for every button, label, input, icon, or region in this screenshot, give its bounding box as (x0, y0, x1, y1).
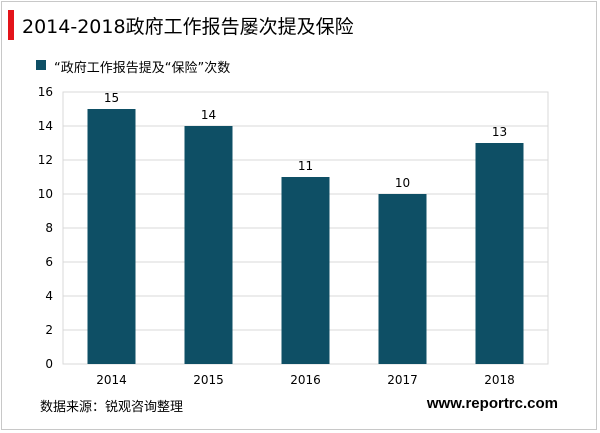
y-tick-label: 2 (45, 323, 53, 337)
data-label: 10 (395, 176, 410, 190)
data-label: 13 (492, 125, 507, 139)
data-label: 11 (298, 159, 313, 173)
x-tick-label: 2017 (387, 373, 418, 387)
y-tick-label: 12 (38, 153, 53, 167)
title-accent-bar (8, 10, 14, 40)
y-tick-label: 0 (45, 357, 53, 371)
bar (87, 109, 136, 364)
y-tick-label: 6 (45, 255, 53, 269)
x-tick-label: 2016 (290, 373, 321, 387)
y-tick-label: 16 (38, 85, 53, 99)
website-url: www.reportrc.com (426, 395, 558, 412)
bar (281, 177, 330, 364)
legend-label: “政府工作报告提及“保险”次数 (54, 61, 231, 76)
y-tick-label: 4 (45, 289, 53, 303)
source-note: 数据来源：锐观咨询整理 (40, 400, 184, 415)
x-tick-label: 2018 (484, 373, 515, 387)
bar (475, 143, 524, 364)
bar (184, 126, 233, 364)
legend-swatch (36, 60, 46, 70)
x-tick-label: 2015 (193, 373, 224, 387)
bar (378, 194, 427, 364)
y-tick-label: 14 (38, 119, 53, 133)
data-label: 14 (201, 108, 216, 122)
y-tick-label: 8 (45, 221, 53, 235)
chart-title: 2014-2018政府工作报告屡次提及保险 (22, 16, 354, 38)
y-tick-label: 10 (38, 187, 53, 201)
x-tick-label: 2014 (96, 373, 127, 387)
data-label: 15 (104, 91, 119, 105)
